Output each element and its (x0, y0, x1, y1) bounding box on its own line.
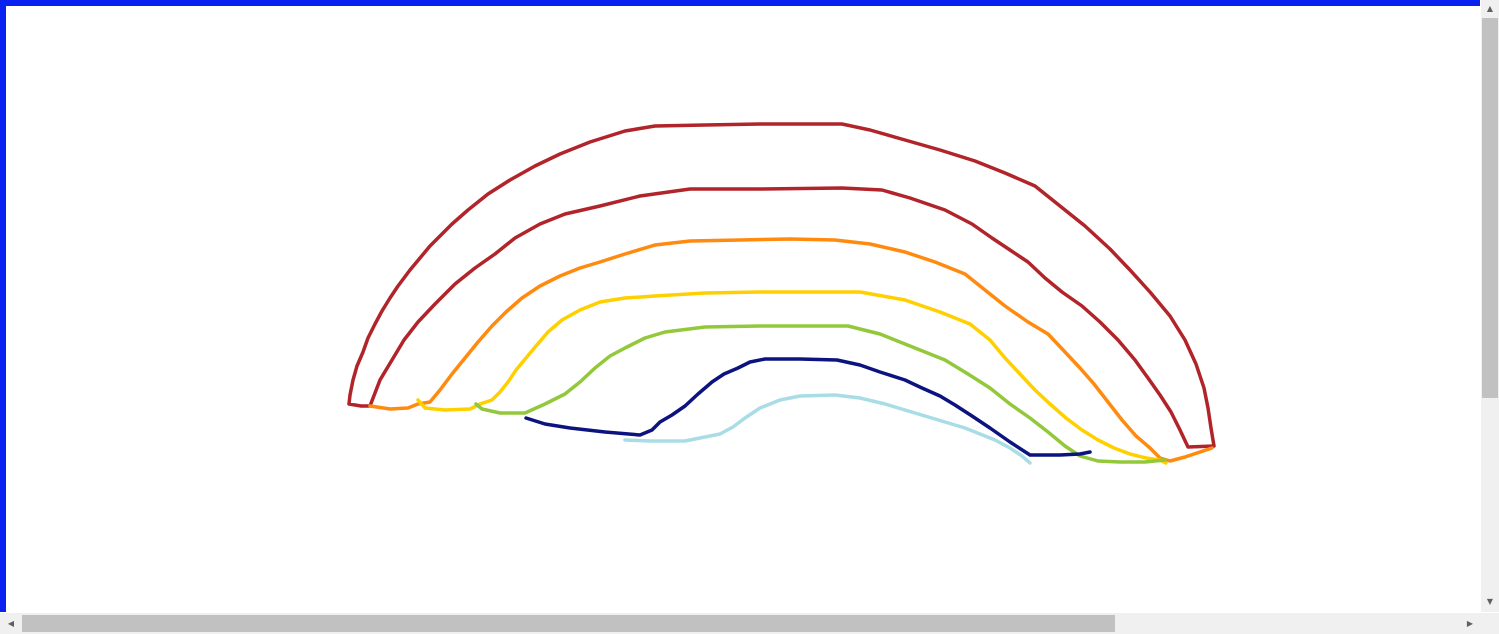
lightblue-arc (623, 393, 1032, 465)
navy-arc (524, 357, 1092, 457)
horizontal-scrollbar[interactable]: ◀ ▶ (0, 613, 1481, 634)
scroll-down-arrow-icon[interactable]: ▼ (1486, 597, 1494, 606)
yellow-arc (416, 290, 1168, 465)
green-arc (474, 324, 1167, 464)
drawing-canvas[interactable] (6, 6, 1480, 612)
vertical-scrollbar[interactable]: ▲ ▼ (1481, 0, 1499, 612)
scroll-up-arrow-icon[interactable]: ▲ (1486, 4, 1494, 13)
scrollbar-corner (1481, 613, 1499, 634)
window-frame-left (0, 0, 6, 612)
vertical-scroll-thumb[interactable] (1482, 18, 1498, 398)
scroll-left-arrow-icon[interactable]: ◀ (7, 619, 15, 628)
orange-arc (368, 237, 1214, 463)
outer-red-arc (347, 122, 1216, 449)
window-frame-top (0, 0, 1480, 6)
horizontal-scroll-thumb[interactable] (22, 615, 1115, 632)
scroll-right-arrow-icon[interactable]: ▶ (1466, 619, 1474, 628)
rainbow-drawing (347, 122, 1216, 465)
